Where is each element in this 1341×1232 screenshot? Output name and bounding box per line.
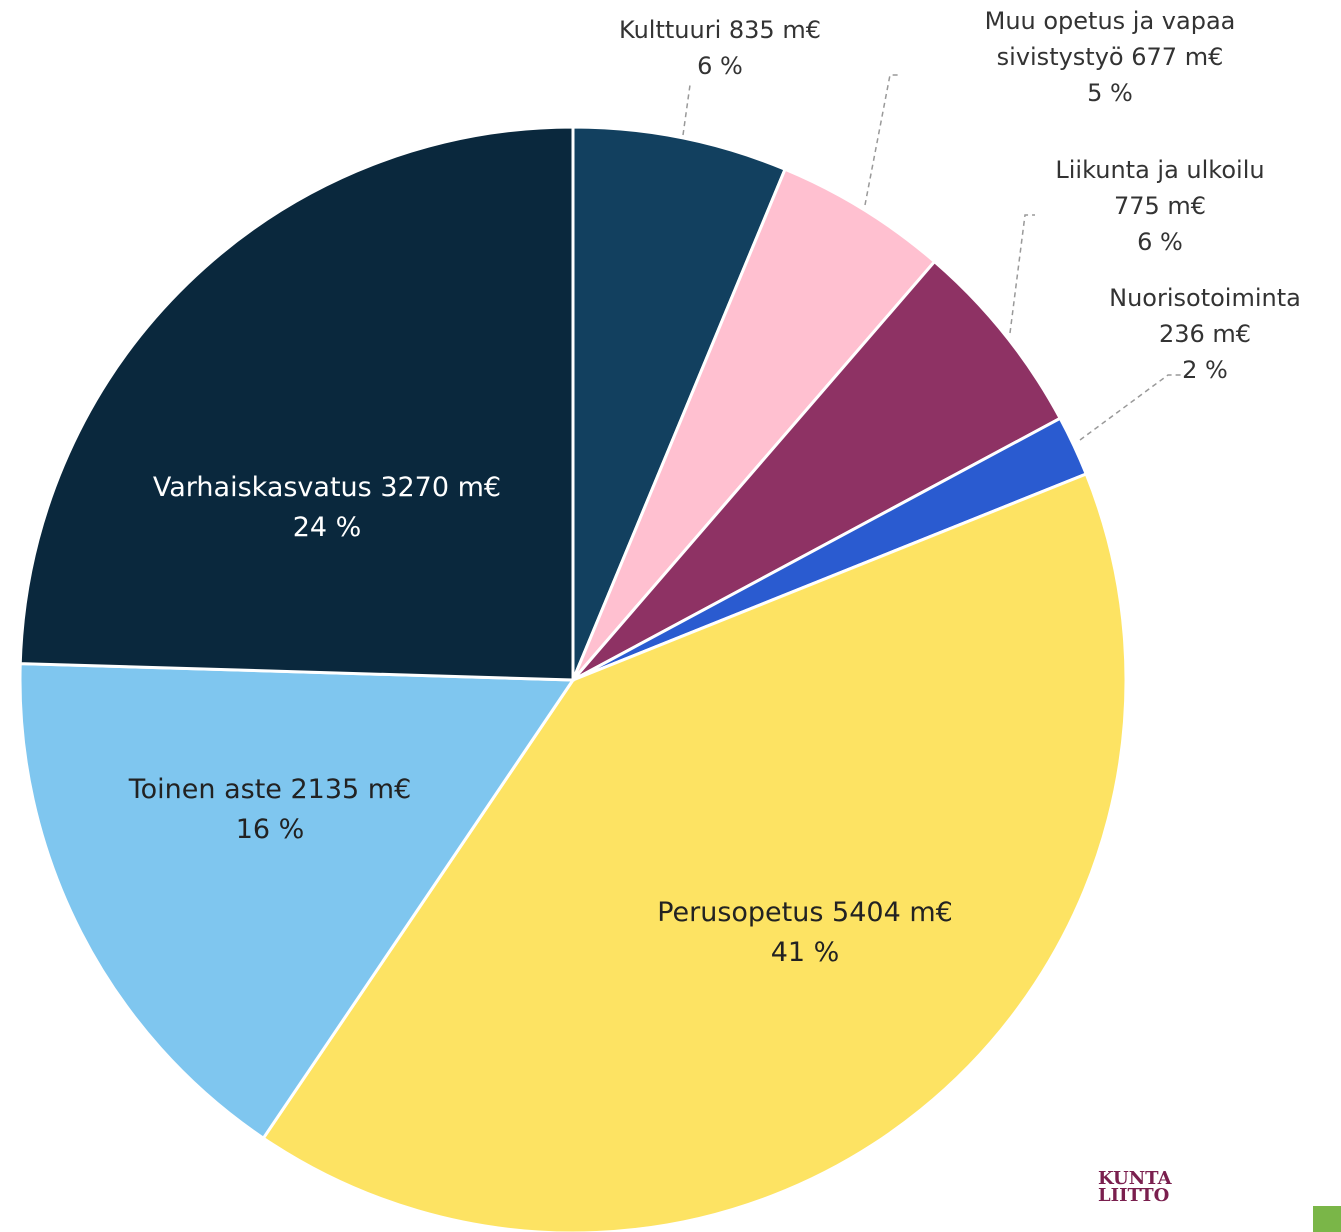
percent-label: 2 %	[1182, 356, 1228, 384]
leader-line	[1009, 214, 1035, 334]
slice-label: Liikunta ja ulkoilu 775 m€ 6 %	[1040, 152, 1280, 260]
percent-label: 24 %	[292, 512, 362, 543]
leader-line	[682, 84, 691, 136]
logo-line: KUNTA	[1098, 1168, 1172, 1189]
percent-label: 6 %	[1137, 228, 1183, 256]
pie	[18, 125, 1128, 1232]
category-label: Perusopetus	[657, 897, 824, 928]
value-label: 835 m€	[728, 16, 821, 44]
pie-slice	[571, 167, 937, 681]
leader-lines	[682, 74, 1182, 441]
slice-label: Muu opetus ja vapaa sivistystyö 677 m€ 5 …	[955, 3, 1265, 111]
percent-label: 5 %	[1087, 79, 1133, 107]
category-label: Muu opetus ja vapaa sivistystyö	[984, 7, 1236, 71]
slice-label: Toinen aste 2135 m€ 16 %	[45, 770, 495, 850]
percent-label: 16 %	[235, 814, 305, 845]
category-label: Nuorisotoiminta	[1109, 284, 1301, 312]
category-label: Toinen aste	[128, 774, 282, 805]
value-label: 2135 m€	[290, 774, 412, 805]
percent-label: 6 %	[697, 52, 743, 80]
pie-slice	[571, 125, 788, 681]
corner-decoration	[1313, 1206, 1341, 1232]
leader-line	[864, 74, 900, 206]
pie-slice	[261, 472, 1128, 1232]
pie-slice	[18, 662, 576, 1141]
logo-line: LIITTO	[1098, 1185, 1170, 1206]
leader-line	[1079, 374, 1182, 441]
value-label: 775 m€	[1113, 192, 1207, 220]
percent-label: 41 %	[770, 937, 840, 968]
slice-label: Perusopetus 5404 m€ 41 %	[555, 893, 1055, 973]
category-label: Kulttuuri	[619, 16, 722, 44]
slice-label: Kulttuuri 835 m€ 6 %	[570, 12, 870, 84]
value-label: 5404 m€	[832, 897, 953, 928]
value-label: 236 m€	[1158, 320, 1252, 348]
pie-slice	[18, 125, 575, 682]
category-label: Varhaiskasvatus	[152, 472, 372, 503]
logo: KUNTA LIITTO	[1098, 1168, 1172, 1206]
pie-slice	[571, 259, 1063, 682]
slice-label: Varhaiskasvatus 3270 m€ 24 %	[77, 468, 577, 548]
slice-label: Nuorisotoiminta 236 m€ 2 %	[1090, 280, 1320, 388]
value-label: 3270 m€	[380, 472, 502, 503]
category-label: Liikunta ja ulkoilu	[1055, 156, 1265, 184]
value-label: 677 m€	[1131, 43, 1224, 71]
